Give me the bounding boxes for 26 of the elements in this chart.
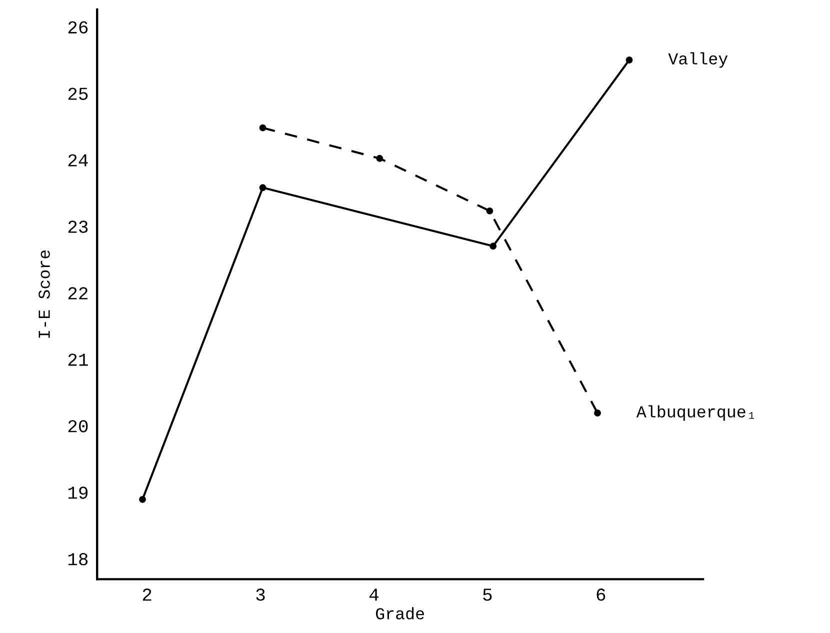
y-tick-label: 22 bbox=[68, 287, 88, 300]
point bbox=[259, 184, 266, 192]
text: Albuquerque₁ bbox=[636, 405, 754, 421]
point bbox=[259, 124, 266, 132]
y-tick-label: 23 bbox=[68, 220, 88, 233]
y-tick-label: 26 bbox=[68, 21, 88, 34]
y-tick-label: 21 bbox=[68, 354, 88, 366]
x-tick-label: 2 bbox=[142, 588, 152, 601]
y-tick-label: 19 bbox=[68, 486, 88, 499]
point bbox=[376, 154, 384, 162]
x-tick-label: 4 bbox=[369, 588, 378, 601]
text: Valley bbox=[668, 52, 728, 68]
y-tick-label: 24 bbox=[68, 154, 88, 166]
y-tick-label: 25 bbox=[68, 88, 88, 100]
y-axis-title: I-E Score bbox=[38, 250, 50, 338]
point bbox=[490, 242, 497, 250]
x-tick-label: 5 bbox=[483, 588, 492, 601]
point bbox=[139, 496, 146, 503]
y-tick-label: 20 bbox=[68, 420, 88, 432]
x-tick-label: 6 bbox=[596, 588, 606, 601]
y-tick-label: 18 bbox=[68, 553, 88, 566]
point bbox=[626, 56, 633, 64]
x-axis-title: Grade bbox=[376, 607, 424, 620]
point bbox=[594, 410, 601, 416]
x-tick-label: 3 bbox=[256, 588, 265, 601]
point bbox=[486, 207, 494, 214]
